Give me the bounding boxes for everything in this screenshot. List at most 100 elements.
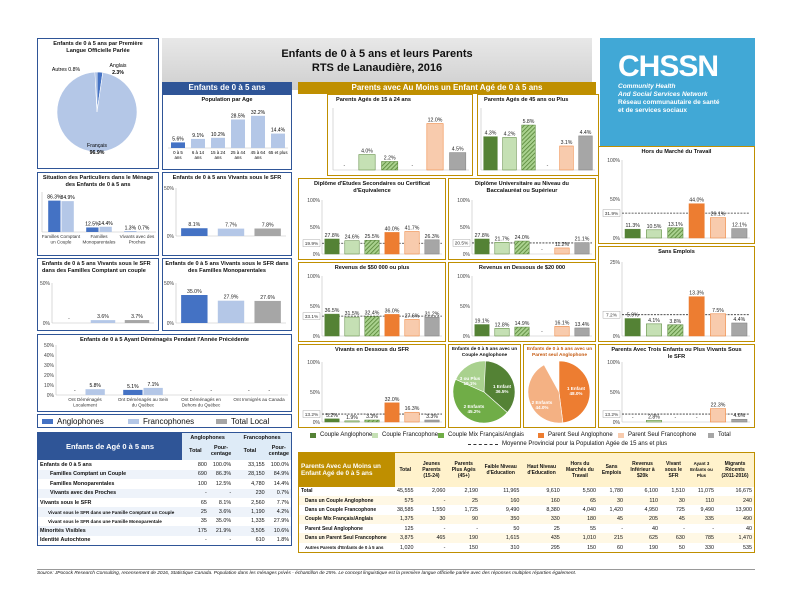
table-row: Minorités Visibles 175 21.9% 3,505 10.6%	[37, 526, 292, 536]
row-label: Dans un Couple Francophone	[298, 505, 395, 515]
table-cell: 190	[447, 533, 481, 543]
bar	[384, 314, 400, 337]
legend-label: Parent Seul Anglophone	[548, 432, 613, 438]
table-cell: 630	[660, 533, 687, 543]
y-tick-label: 100%	[607, 158, 620, 164]
chart-title: Vivants en Dessous du SFR	[335, 347, 409, 353]
bar	[217, 228, 245, 236]
y-tick-label: 100%	[607, 360, 620, 366]
page-subtitle: RTS de Lanaudière, 2016	[311, 62, 443, 74]
data-label: 27.9%	[224, 295, 239, 301]
table-cell: 465	[415, 533, 448, 543]
legend-label: Francophones	[143, 417, 195, 426]
table-cell: 435	[521, 533, 562, 543]
chart-title: Parents Agés de 15 à 24 ans	[336, 97, 412, 103]
y-tick-label: 25%	[610, 260, 621, 266]
data-label: 11.2%	[555, 242, 570, 248]
data-label: 2.8%	[648, 414, 660, 420]
pie-slice	[455, 360, 486, 393]
table-cell: 310	[480, 542, 522, 553]
row-label: Familles Monoparentales	[37, 479, 182, 489]
reference-label-box	[452, 239, 471, 247]
page-title: Enfants de 0 à 5 ans et leurs Parents	[281, 48, 473, 60]
panel-revenu-50k: Revenus de $50 000 ou plus	[298, 262, 446, 342]
table-cell: 1.8%	[266, 535, 292, 546]
x-tick-label: Proches	[129, 240, 147, 245]
table-cell: 25	[521, 524, 562, 534]
table-cell: 45,555	[395, 486, 416, 496]
title-banner	[162, 38, 592, 90]
chart-title: Enfants de 0 à 5 ans Vivants sous le SFR…	[165, 261, 289, 274]
reference-label: 31.9%	[605, 211, 619, 217]
data-label: 12.5%	[85, 221, 100, 227]
bar	[85, 389, 105, 395]
table-subheader: Pour-centage	[208, 442, 234, 461]
bar	[731, 228, 748, 239]
legend-swatch	[538, 432, 544, 438]
table-cell: 0.7%	[266, 488, 292, 498]
data-label: -	[547, 163, 549, 169]
pie-label: 3 ou Plus	[460, 376, 481, 381]
legend-right: Couple Anglophone Couple Francophone Cou…	[298, 430, 755, 452]
table-cell: -	[447, 524, 481, 534]
x-tick-label: 0 à 5	[173, 150, 183, 155]
bar	[521, 124, 536, 171]
data-label: 7.1%	[147, 382, 159, 388]
y-tick-label: 0%	[313, 334, 321, 340]
panel-menage: Situation des Particuliers dans le Ménag…	[37, 172, 159, 256]
row-label: Vivants sous le SFR	[37, 497, 182, 508]
legend-item: Anglophones	[42, 417, 104, 426]
table-cell: 4.2%	[266, 507, 292, 517]
x-tick-label: ans	[174, 155, 182, 160]
y-tick-label: 50%	[460, 304, 471, 310]
data-label: 7.5%	[712, 308, 724, 314]
table-group-header: Francophones	[233, 432, 292, 443]
table-cell: 8,380	[521, 505, 562, 515]
table-cell: 50	[480, 524, 522, 534]
table-cell: 8.1%	[208, 497, 234, 508]
data-label: 16.1%	[555, 320, 570, 326]
table-cell: 55	[561, 524, 599, 534]
data-label: 1.3%	[125, 226, 137, 232]
data-label: 16.3%	[405, 406, 420, 412]
bar	[667, 227, 684, 239]
table-cell: 86.3%	[208, 469, 234, 480]
data-label: 25.5%	[365, 234, 380, 240]
pie-label: Français	[87, 143, 107, 149]
legend-left: Anglophones Francophones Total Local	[37, 414, 292, 428]
panel-parents-45: Parents Agés de 45 ans ou Plus	[477, 94, 599, 176]
pie-value: 36.5%	[495, 389, 508, 394]
bar	[344, 420, 360, 423]
table-cell: 1,335	[233, 516, 267, 527]
pie-label: 2 Enfants	[532, 400, 553, 405]
table-cell: 110	[686, 495, 717, 506]
table-cell: 1,510	[660, 486, 687, 496]
data-label: 10.5%	[647, 224, 662, 230]
row-label: Parent Seul Anglophone	[298, 524, 395, 534]
x-tick-label: Monoparentales	[83, 240, 117, 245]
table-cell: 12.5%	[208, 479, 234, 489]
legend-swatch	[618, 432, 624, 438]
table-row: Total 45,555 2,060 2,190 11,965 9,610 5,500 1,7…	[298, 486, 755, 496]
x-tick-label: Familles	[90, 234, 108, 239]
table-column-header: Faible Niveau d'Education	[480, 452, 522, 487]
pie-label: 2 Enfants	[464, 404, 485, 409]
table-cell: 45	[660, 514, 687, 525]
data-label: 3.1%	[561, 140, 573, 146]
pie-value: 19.1%	[463, 381, 476, 386]
table-cell: 9,610	[521, 486, 562, 496]
table-row: Autres Parents d'Enfants de 0 à 5 ans 1,0…	[298, 542, 755, 553]
table-cell: 1,780	[598, 486, 626, 496]
table-row: Parent Seul Anglophone 125- -50 25 55-40- -40	[298, 524, 755, 534]
bar	[710, 217, 726, 239]
bar	[191, 138, 205, 148]
table-cell: 575	[395, 495, 416, 506]
table-cell: 3.6%	[208, 507, 234, 517]
reference-label: 19.9%	[305, 241, 319, 247]
chart-title: Enfants de 0 à 5 Ayant Déménagés Pendant…	[79, 337, 250, 343]
y-tick-label: 0%	[47, 393, 55, 399]
table-cell: 2,060	[415, 486, 448, 496]
data-label: 22.3%	[711, 403, 726, 409]
bar	[181, 228, 208, 236]
table-cell: 100.0%	[208, 460, 234, 470]
